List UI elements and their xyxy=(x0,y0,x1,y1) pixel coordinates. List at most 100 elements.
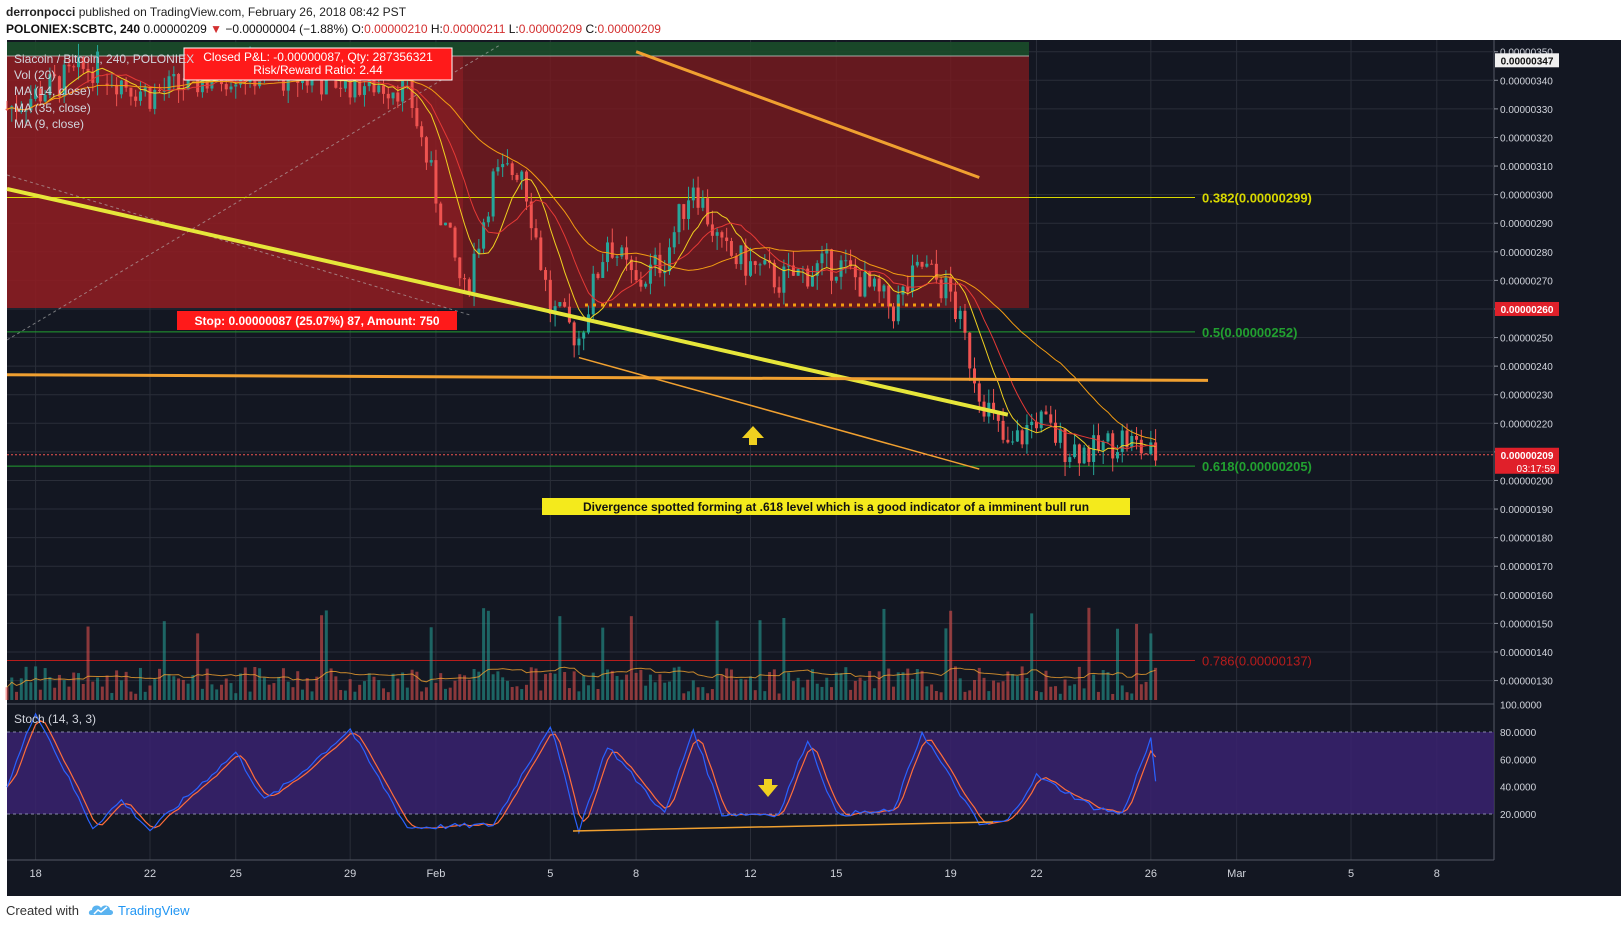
volume-bar xyxy=(186,683,190,700)
candle-body xyxy=(1044,411,1048,415)
stoch-d-line[interactable] xyxy=(6,720,1157,829)
volume-bar xyxy=(1025,677,1029,700)
closed-pnl-box[interactable] xyxy=(183,47,453,81)
legend-stoch[interactable]: Stoch (14, 3, 3) xyxy=(14,712,96,726)
candle-body xyxy=(639,280,643,287)
candle-body xyxy=(591,273,595,315)
legend-vol[interactable]: Vol (20) xyxy=(14,68,55,82)
candle-body xyxy=(925,263,929,267)
ma9-line[interactable] xyxy=(6,67,1156,453)
candle-body xyxy=(815,263,819,276)
descending-trendline-yellow[interactable] xyxy=(6,186,1009,417)
symbol-label[interactable]: POLONIEX:SCBTC, 240 xyxy=(6,22,141,36)
candle-body xyxy=(868,272,872,287)
volume-bar xyxy=(267,684,271,700)
divergence-line-stoch[interactable] xyxy=(572,821,994,832)
legend-ma14[interactable]: MA (14, close) xyxy=(14,84,91,98)
candle-body xyxy=(582,332,586,339)
candle-body xyxy=(1082,447,1086,464)
candle-body xyxy=(448,222,452,228)
tradingview-logo-icon[interactable] xyxy=(88,902,114,918)
volume-bar xyxy=(853,680,857,700)
volume-bar xyxy=(772,669,776,700)
divergence-line-price[interactable] xyxy=(578,356,980,470)
candle-body xyxy=(158,89,162,92)
time-tick-label: 8 xyxy=(633,868,639,880)
candle-body xyxy=(834,276,838,281)
volume-bar xyxy=(930,684,934,700)
candle-body xyxy=(601,262,605,278)
candle-body xyxy=(996,411,1000,421)
volume-bar xyxy=(96,677,100,700)
candle-body xyxy=(944,277,948,299)
volume-bar xyxy=(391,673,395,700)
ma35-line[interactable] xyxy=(6,77,1156,441)
upper-trendline-orange[interactable] xyxy=(635,50,980,179)
ma14-line[interactable] xyxy=(6,73,1156,450)
stop-box[interactable] xyxy=(177,311,457,330)
volume-bar xyxy=(229,683,233,700)
legend-ma9[interactable]: MA (9, close) xyxy=(14,117,84,131)
volume-bar xyxy=(658,674,662,700)
candle-body xyxy=(920,261,924,267)
annotation-box[interactable] xyxy=(542,498,1130,515)
down-triangle-icon: ▼ xyxy=(210,22,223,36)
candle-body xyxy=(1063,428,1067,463)
legend-ma35[interactable]: MA (35, close) xyxy=(14,101,91,115)
price-tick-label: 0.00000350 xyxy=(1500,48,1553,59)
candle-body xyxy=(758,264,762,266)
volume-bar xyxy=(1106,672,1110,700)
candle-body xyxy=(1106,433,1110,442)
price-tick-label: 0.00000290 xyxy=(1500,219,1553,230)
candle-body xyxy=(96,51,100,83)
volume-ma-line xyxy=(6,666,1156,688)
volume-bar xyxy=(482,608,486,700)
candle-body xyxy=(1154,442,1158,461)
candle-body xyxy=(911,265,915,292)
time-tick-label: 8 xyxy=(1434,868,1440,880)
volume-bar xyxy=(124,671,128,700)
volume-bar xyxy=(53,687,57,700)
chart-canvas[interactable]: 0.382(0.00000299) 0.5(0.00000252) 0.618(… xyxy=(0,40,1621,896)
volume-bar xyxy=(38,689,42,700)
close-label: C: xyxy=(585,22,598,36)
volume-bar xyxy=(129,691,133,700)
candle-body xyxy=(229,86,233,90)
volume-bar xyxy=(934,690,938,700)
volume-bar xyxy=(1144,681,1148,700)
volume-bar xyxy=(591,672,595,700)
volume-bar xyxy=(739,678,743,700)
candle-body xyxy=(653,254,657,265)
candle-body xyxy=(548,279,552,314)
volume-bar xyxy=(224,678,228,700)
time-axis[interactable]: 18 22 25 29 Feb 5 8 12 15 19 22 26 Mar 5 8 xyxy=(29,868,1439,880)
volume-bar xyxy=(315,676,319,700)
last-price-tag-text: 0.00000209 xyxy=(1501,451,1554,462)
candle-body xyxy=(358,67,362,95)
tradingview-link[interactable]: TradingView xyxy=(118,903,190,918)
volume-bar xyxy=(858,677,862,700)
stoch-tick-label: 60.0000 xyxy=(1500,755,1537,766)
candle-body xyxy=(877,278,881,292)
volume-bar xyxy=(968,690,972,700)
candle-body xyxy=(124,80,128,88)
candle-body xyxy=(934,263,938,280)
volume-bar xyxy=(987,691,991,700)
volume-bar xyxy=(882,608,886,700)
horizontal-line-orange[interactable] xyxy=(6,373,1209,382)
candle-body xyxy=(5,108,9,110)
candle-body xyxy=(563,302,567,307)
low-label: L: xyxy=(508,22,519,36)
author-name[interactable]: derronpocci xyxy=(6,5,76,19)
legend-title[interactable]: Siacoin / Bitcoin, 240, POLONIEX xyxy=(14,52,194,66)
candle-body xyxy=(81,57,85,69)
stoch-axis[interactable]: 100.0000 80.0000 60.0000 40.0000 20.0000 xyxy=(1500,701,1542,821)
candle-body xyxy=(1096,435,1100,451)
candle-body xyxy=(1011,441,1015,443)
stoch-k-line[interactable] xyxy=(6,712,1157,835)
price-tick-label: 0.00000340 xyxy=(1500,76,1553,87)
volume-bar xyxy=(10,677,14,700)
candle-body xyxy=(1092,435,1096,462)
price-axis[interactable]: 0.00000350 0.00000340 0.00000330 0.00000320… xyxy=(1494,48,1553,688)
candle-body xyxy=(67,64,71,67)
